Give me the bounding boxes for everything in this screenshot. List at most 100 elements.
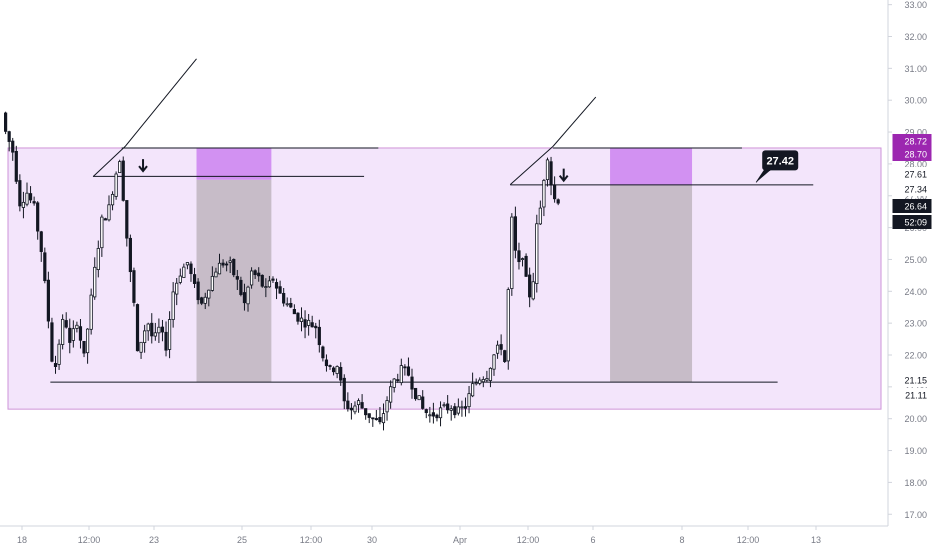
price-tag-label: 26.64	[904, 202, 927, 212]
candle-body	[421, 396, 425, 409]
y-tick-label: 30.00	[904, 96, 927, 106]
candle-body	[118, 161, 122, 174]
position-target-zone	[196, 179, 272, 383]
candle-body	[4, 112, 8, 132]
candle-body	[182, 266, 186, 278]
y-tick-label: 29.00	[904, 128, 927, 138]
x-tick-label: 23	[149, 535, 159, 545]
candle-body	[239, 279, 243, 295]
y-tick-label: 19.00	[904, 446, 927, 456]
candle-body	[46, 279, 50, 322]
candle-body	[403, 366, 407, 369]
candle-body	[267, 280, 272, 288]
candle-body	[61, 318, 65, 345]
trend-line	[124, 58, 197, 147]
candle-body	[474, 382, 478, 385]
price-tag-label: 27.34	[904, 185, 927, 195]
candle-body	[307, 319, 311, 326]
candle-body	[389, 386, 393, 403]
candle-body	[335, 366, 339, 374]
candle-body	[93, 266, 97, 298]
candle-body	[53, 363, 58, 367]
candle-body	[157, 326, 161, 334]
position-target-zone	[610, 184, 693, 383]
candle-body	[499, 344, 503, 350]
candle-body	[310, 322, 314, 328]
candle-body	[553, 184, 557, 200]
price-tag-label: 21.15	[904, 376, 927, 386]
candle-body	[324, 359, 329, 367]
candle-body	[449, 408, 453, 411]
candle-body	[410, 376, 414, 390]
candle-body	[196, 281, 200, 301]
candle-body	[221, 262, 225, 266]
x-tick-label: 12:00	[300, 535, 323, 545]
candle-body	[21, 201, 26, 208]
candle-body	[399, 365, 403, 384]
candle-body	[342, 377, 346, 402]
candle-body	[192, 274, 197, 284]
candle-body	[456, 406, 460, 414]
candle-body	[68, 327, 72, 343]
candle-body	[381, 413, 386, 424]
candle-body	[285, 303, 289, 306]
x-tick-label: 8	[679, 535, 684, 545]
price-tag	[892, 147, 932, 161]
price-tag	[892, 373, 932, 387]
candle-body	[556, 199, 560, 204]
candle-body	[203, 296, 207, 304]
candle-body	[235, 276, 239, 280]
price-tag	[892, 199, 932, 213]
candle-body	[438, 407, 443, 419]
candle-body	[242, 292, 247, 304]
candle-body	[378, 417, 382, 423]
candle-body	[292, 309, 296, 315]
annotation-layer: 27.42	[138, 150, 799, 183]
candle-body	[488, 367, 493, 381]
candle-body	[64, 320, 68, 328]
candle-body	[232, 258, 236, 276]
candle-body	[132, 270, 136, 303]
candle-body	[82, 340, 86, 354]
candle-body	[110, 193, 115, 206]
price-tag-label: 52:09	[904, 218, 927, 228]
candle-body	[160, 326, 165, 333]
candle-body	[428, 414, 432, 417]
candle-body	[374, 418, 378, 421]
price-tag-label: 27.61	[904, 170, 927, 180]
candle-body	[100, 216, 104, 249]
candle-body	[175, 282, 179, 295]
candle-body	[510, 216, 514, 289]
candle-body	[549, 161, 553, 186]
candle-body	[282, 292, 286, 304]
candle-body	[467, 393, 471, 408]
candle-body	[164, 331, 168, 351]
candle-body	[460, 406, 464, 409]
candle-body	[210, 275, 214, 291]
candle-body	[503, 350, 507, 362]
candle-body	[150, 322, 154, 337]
candle-body	[153, 332, 157, 337]
candle-body	[200, 297, 204, 304]
trend-line	[509, 146, 554, 185]
drawing-lines-layer	[50, 58, 814, 383]
candle-body	[114, 173, 118, 197]
candle-body	[506, 289, 510, 362]
candle-body	[542, 180, 546, 208]
y-tick-label: 24.00	[904, 287, 927, 297]
candle-body	[353, 405, 357, 413]
candle-body	[331, 367, 336, 373]
trend-line	[92, 146, 126, 178]
y-tick-label: 27.00	[904, 191, 927, 201]
candle-body	[278, 286, 282, 294]
candle-body	[431, 412, 436, 417]
candle-body	[257, 272, 261, 277]
candle-body	[360, 402, 364, 409]
candle-body	[435, 414, 439, 419]
x-tick-label: 25	[237, 535, 247, 545]
candle-body	[146, 323, 150, 332]
x-tick-label: 12:00	[517, 535, 540, 545]
candle-body	[492, 354, 496, 370]
